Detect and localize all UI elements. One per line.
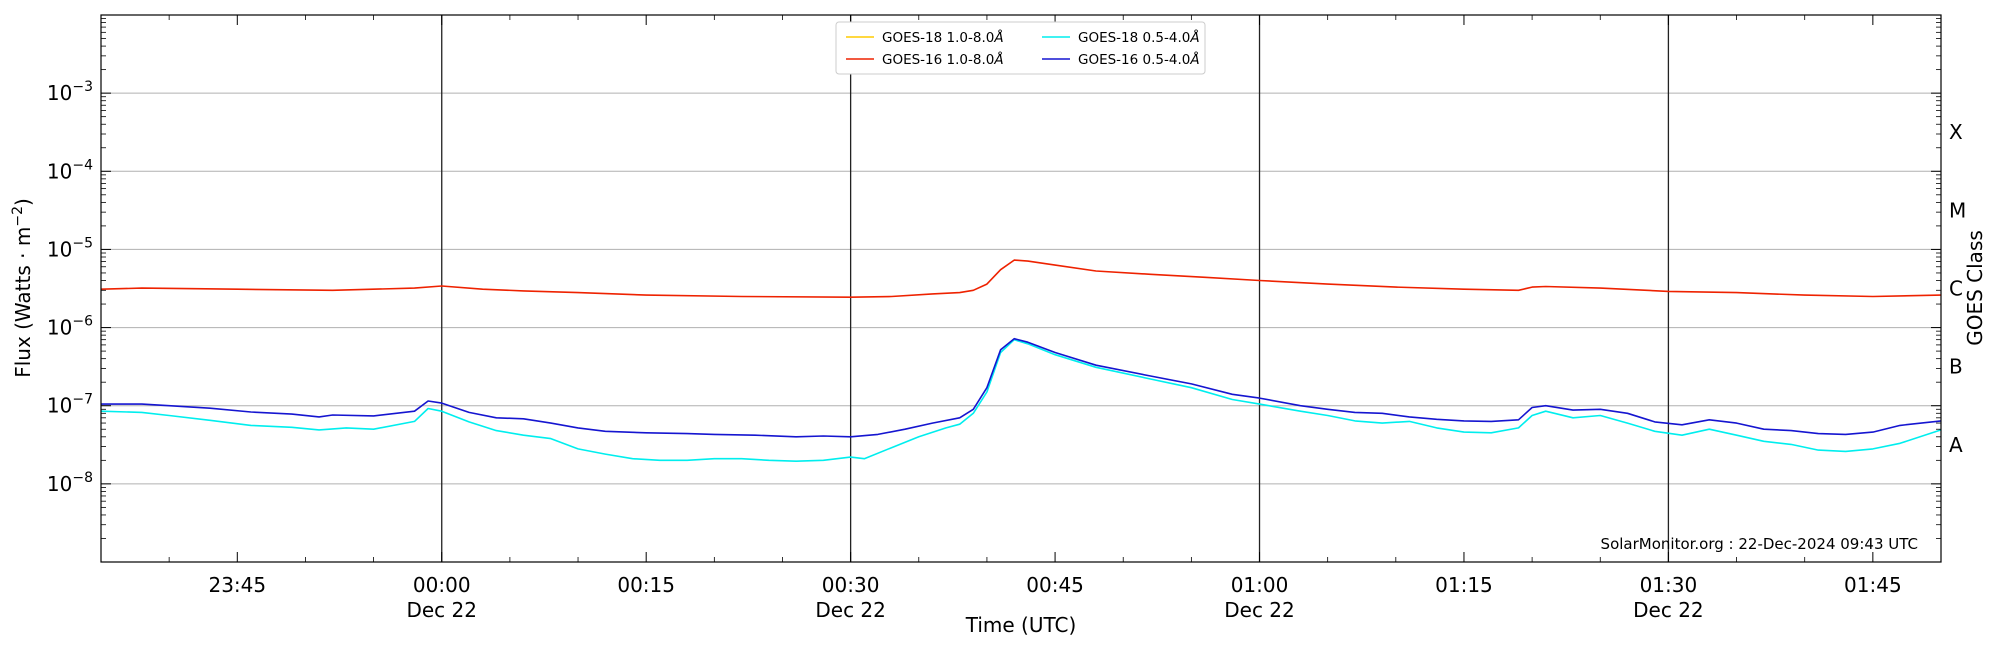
x-tick-label: 00:30 xyxy=(822,573,880,597)
x-tick-label: 23:45 xyxy=(208,573,266,597)
day-marker-lines xyxy=(441,15,1670,562)
credit-text: SolarMonitor.org : 22-Dec-2024 09:43 UTC xyxy=(1601,535,1918,553)
series-line xyxy=(100,259,1942,299)
x-tick-date-label: Dec 22 xyxy=(815,598,886,622)
legend-label: GOES-16 1.0-8.0Å xyxy=(882,51,1004,68)
y-tick-label: 10−6 xyxy=(47,314,93,340)
legend-label: GOES-18 0.5-4.0Å xyxy=(1078,29,1200,46)
x-tick-label: 00:45 xyxy=(1026,573,1084,597)
goes-class-label: X xyxy=(1949,120,1963,144)
legend-label: GOES-16 0.5-4.0Å xyxy=(1078,51,1200,68)
series-line xyxy=(101,337,1942,438)
x-tick-label: 00:00 xyxy=(413,573,471,597)
goes-class-labels: A B C M X xyxy=(1949,120,1966,457)
legend-frame xyxy=(835,21,1206,75)
goes-class-label: B xyxy=(1949,355,1963,379)
x-tick-label: 00:15 xyxy=(617,573,675,597)
x-tick-label: 01:30 xyxy=(1640,573,1698,597)
series-line xyxy=(100,338,1942,463)
x-tick-date-label: Dec 22 xyxy=(406,598,477,622)
y-axis-ticks: 10−8 10−7 10−6 10−5 10−4 10−3 xyxy=(47,14,1941,563)
y-tick-label: 10−8 xyxy=(47,470,93,496)
right-axis-title: GOES Class xyxy=(1963,230,1987,346)
goes-class-label: A xyxy=(1949,433,1963,457)
y-tick-label: 10−5 xyxy=(47,235,93,261)
x-tick-date-label: Dec 22 xyxy=(1633,598,1704,622)
goes-class-label: M xyxy=(1949,198,1966,222)
y-tick-label: 10−4 xyxy=(47,157,93,183)
y-gridlines xyxy=(101,92,1941,485)
x-tick-date-label: Dec 22 xyxy=(1224,598,1295,622)
y-tick-label: 10−7 xyxy=(47,392,93,418)
series-lines xyxy=(100,259,1942,463)
x-tick-label: 01:45 xyxy=(1844,573,1902,597)
y-axis-title: Flux (Watts · m−2) xyxy=(10,198,35,378)
x-axis-title: Time (UTC) xyxy=(965,613,1077,637)
y-tick-label: 10−3 xyxy=(47,79,93,105)
legend-label: GOES-18 1.0-8.0Å xyxy=(882,29,1004,46)
plot-frame xyxy=(100,14,1942,563)
x-tick-label: 01:00 xyxy=(1231,573,1289,597)
goes-class-label: C xyxy=(1949,277,1963,301)
x-tick-label: 01:15 xyxy=(1435,573,1493,597)
legend: GOES-18 1.0-8.0Å GOES-16 1.0-8.0Å GOES-18 … xyxy=(835,21,1206,75)
